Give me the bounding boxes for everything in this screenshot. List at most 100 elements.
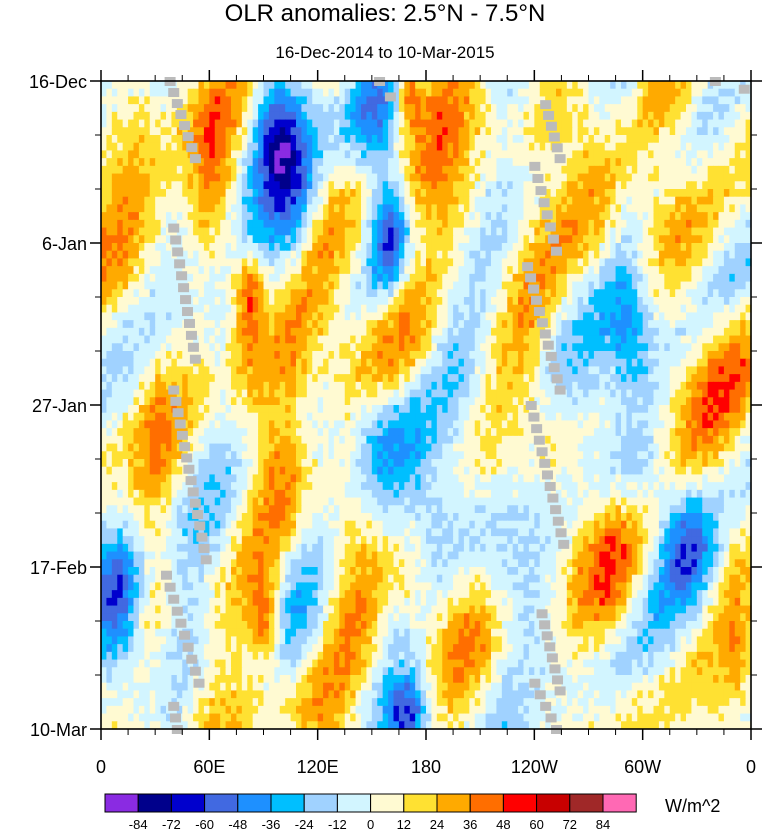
- heatmap-cell: [686, 173, 693, 182]
- heatmap-cell: [474, 312, 481, 321]
- heatmap-cell: [344, 243, 351, 252]
- heatmap-cell: [279, 189, 286, 198]
- heatmap-cell: [686, 235, 693, 244]
- heatmap-cell: [474, 320, 481, 329]
- heatmap-cell: [653, 289, 660, 298]
- heatmap-cell: [101, 366, 108, 375]
- heatmap-cell: [599, 335, 606, 344]
- heatmap-cell: [225, 343, 232, 352]
- heatmap-cell: [133, 181, 140, 190]
- heatmap-cell: [388, 158, 395, 167]
- heatmap-cell: [182, 158, 189, 167]
- heatmap-cell: [577, 273, 584, 283]
- heatmap-cell: [306, 381, 313, 391]
- heatmap-cell: [566, 273, 573, 283]
- heatmap-cell: [355, 127, 362, 136]
- heatmap-cell: [144, 273, 151, 283]
- heatmap-cell: [436, 327, 443, 337]
- heatmap-cell: [501, 250, 508, 260]
- heatmap-cell: [279, 173, 286, 182]
- heatmap-cell: [371, 142, 378, 152]
- heatmap-cell: [296, 343, 303, 352]
- heatmap-cell: [171, 304, 178, 314]
- heatmap-cell: [404, 297, 411, 306]
- heatmap-cell: [577, 266, 584, 275]
- heatmap-cell: [312, 158, 319, 167]
- heatmap-cell: [669, 258, 676, 267]
- heatmap-cell: [101, 258, 108, 267]
- heatmap-cell: [599, 381, 606, 391]
- heatmap-cell: [187, 258, 194, 267]
- heatmap-cell: [561, 81, 568, 90]
- heatmap-cell: [274, 320, 281, 329]
- heatmap-cell: [301, 389, 308, 398]
- heatmap-cell: [691, 227, 698, 236]
- heatmap-cell: [296, 320, 303, 329]
- heatmap-cell: [496, 389, 503, 398]
- heatmap-cell: [301, 235, 308, 244]
- heatmap-cell: [258, 250, 265, 260]
- heatmap-cell: [458, 358, 465, 368]
- heatmap-cell: [453, 196, 460, 206]
- heatmap-cell: [653, 389, 660, 398]
- heatmap-cell: [171, 135, 178, 144]
- heatmap-cell: [247, 351, 254, 360]
- heatmap-cell: [263, 196, 270, 206]
- heatmap-cell: [323, 227, 330, 236]
- heatmap-cell: [285, 243, 292, 252]
- heatmap-cell: [398, 104, 405, 113]
- heatmap-cell: [550, 173, 557, 182]
- heatmap-cell: [117, 250, 124, 260]
- heatmap-cell: [258, 235, 265, 244]
- heatmap-cell: [155, 343, 162, 352]
- heatmap-cell: [398, 312, 405, 321]
- heatmap-cell: [133, 127, 140, 136]
- heatmap-cell: [285, 173, 292, 182]
- heatmap-cell: [339, 351, 346, 360]
- heatmap-cell: [355, 381, 362, 391]
- heatmap-cell: [637, 219, 644, 229]
- heatmap-cell: [593, 111, 600, 121]
- heatmap-cell: [328, 374, 335, 383]
- heatmap-cell: [203, 273, 210, 283]
- heatmap-cell: [707, 158, 714, 167]
- heatmap-cell: [431, 135, 438, 144]
- heatmap-cell: [128, 312, 135, 321]
- heatmap-cell: [528, 312, 535, 321]
- heatmap-cell: [193, 181, 200, 190]
- heatmap-cell: [528, 150, 535, 159]
- heatmap-cell: [469, 273, 476, 283]
- heatmap-cell: [214, 96, 221, 105]
- heatmap-cell: [160, 81, 167, 90]
- heatmap-cell: [653, 135, 660, 144]
- heatmap-cell: [528, 119, 535, 128]
- heatmap-cell: [442, 258, 449, 267]
- heatmap-cell: [388, 366, 395, 375]
- heatmap-cell: [296, 327, 303, 337]
- heatmap-cell: [247, 304, 254, 314]
- heatmap-cell: [723, 119, 730, 128]
- heatmap-cell: [409, 88, 416, 98]
- heatmap-cell: [290, 212, 297, 221]
- heatmap-cell: [556, 258, 563, 267]
- heatmap-cell: [718, 297, 725, 306]
- heatmap-cell: [566, 281, 573, 290]
- heatmap-cell: [718, 196, 725, 206]
- heatmap-cell: [274, 158, 281, 167]
- heatmap-cell: [366, 135, 373, 144]
- heatmap-cell: [209, 181, 216, 190]
- heatmap-cell: [642, 243, 649, 252]
- heatmap-cell: [323, 204, 330, 213]
- heatmap-cell: [176, 335, 183, 344]
- heatmap-cell: [691, 135, 698, 144]
- heatmap-cell: [507, 81, 514, 90]
- heatmap-cell: [388, 266, 395, 275]
- heatmap-cell: [713, 173, 720, 182]
- heatmap-cell: [301, 366, 308, 375]
- heatmap-cell: [117, 389, 124, 398]
- heatmap-cell: [225, 381, 232, 391]
- heatmap-cell: [631, 181, 638, 190]
- heatmap-cell: [686, 304, 693, 314]
- heatmap-cell: [117, 297, 124, 306]
- heatmap-cell: [290, 320, 297, 329]
